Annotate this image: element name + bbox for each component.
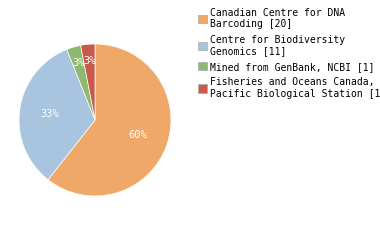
Text: 3%: 3% (83, 56, 96, 66)
Wedge shape (67, 45, 95, 120)
Wedge shape (81, 44, 95, 120)
Legend: Canadian Centre for DNA
Barcoding [20], Centre for Biodiversity
Genomics [11], M: Canadian Centre for DNA Barcoding [20], … (195, 5, 380, 102)
Text: 33%: 33% (41, 108, 59, 119)
Text: 60%: 60% (129, 130, 147, 140)
Wedge shape (19, 49, 95, 180)
Wedge shape (48, 44, 171, 196)
Text: 3%: 3% (72, 58, 84, 68)
